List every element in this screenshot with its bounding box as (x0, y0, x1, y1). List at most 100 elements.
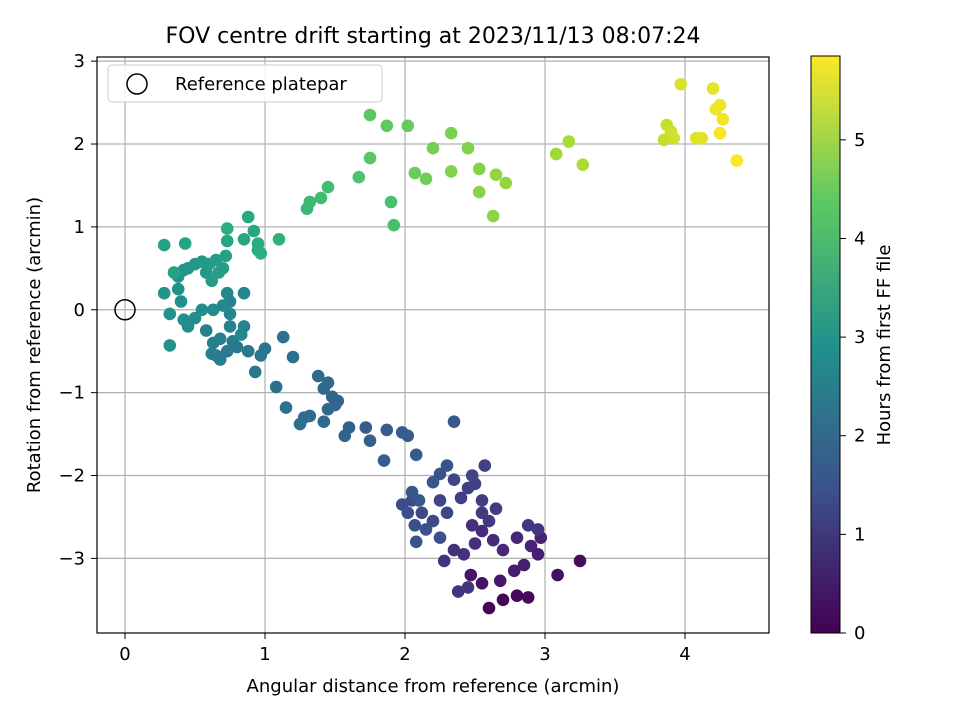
data-point-108 (157, 286, 171, 300)
data-point-54 (409, 448, 423, 462)
data-point-99 (206, 303, 220, 317)
data-point-11 (531, 548, 545, 561)
data-point-143 (401, 119, 415, 133)
chart-title: FOV centre drift starting at 2023/11/13 … (166, 24, 701, 49)
data-point-169 (713, 126, 727, 140)
data-point-3 (521, 591, 535, 604)
data-point-80 (248, 365, 262, 379)
data-point-106 (163, 307, 177, 321)
data-point-10 (517, 558, 531, 572)
data-point-4 (573, 554, 587, 568)
colorbar-tick-label-0: 0 (854, 623, 865, 644)
data-point-158 (657, 133, 671, 147)
data-point-31 (454, 491, 468, 505)
data-point-161 (667, 131, 681, 145)
data-point-100 (195, 303, 209, 317)
data-point-74 (279, 401, 293, 414)
data-point-134 (303, 195, 317, 209)
y-tick-label-0: −3 (58, 548, 85, 569)
data-point-132 (272, 233, 286, 246)
data-point-16 (486, 533, 500, 547)
data-point-17 (475, 524, 489, 538)
data-point-96 (237, 286, 251, 300)
data-point-1 (496, 593, 510, 607)
data-point-89 (199, 324, 213, 337)
data-point-84 (220, 344, 234, 358)
plot-frame (96, 56, 770, 634)
x-tick-label-4: 4 (679, 644, 690, 665)
data-point-6 (475, 577, 489, 590)
data-point-67 (317, 415, 331, 429)
data-point-152 (486, 209, 500, 223)
data-point-139 (352, 170, 366, 184)
scatter-points (157, 78, 744, 615)
legend-box (107, 64, 383, 103)
data-point-53 (447, 415, 461, 429)
data-point-144 (408, 166, 422, 180)
y-tick-label-6: 3 (74, 51, 85, 72)
x-tick-label-3: 3 (539, 644, 550, 665)
data-point-7 (464, 568, 478, 582)
data-point-130 (220, 222, 234, 235)
data-point-38 (440, 506, 454, 520)
data-point-83 (226, 335, 240, 348)
data-point-58 (377, 454, 391, 467)
data-point-153 (489, 168, 503, 181)
data-point-122 (157, 238, 171, 252)
data-point-49 (433, 467, 447, 481)
data-point-120 (219, 249, 233, 263)
y-tick-label-3: 0 (74, 300, 85, 321)
data-point-39 (426, 514, 440, 528)
data-point-151 (472, 185, 486, 199)
data-point-155 (549, 147, 563, 161)
data-point-44 (408, 519, 422, 532)
data-point-47 (409, 535, 423, 549)
data-point-135 (314, 191, 328, 205)
data-point-18 (465, 519, 479, 532)
data-point-5 (551, 568, 564, 582)
data-point-123 (178, 237, 192, 250)
data-point-75 (269, 380, 283, 394)
data-point-8 (493, 574, 507, 588)
colorbar (810, 55, 841, 634)
data-point-73 (293, 417, 307, 431)
data-point-2 (510, 589, 524, 602)
data-point-164 (695, 131, 709, 145)
data-point-148 (461, 141, 475, 155)
data-point-101 (188, 311, 202, 325)
data-point-87 (205, 347, 219, 361)
data-point-126 (247, 224, 261, 238)
data-point-157 (576, 158, 590, 171)
data-point-56 (395, 426, 409, 439)
y-tick-label-2: −1 (58, 383, 85, 404)
data-point-150 (472, 162, 486, 176)
data-point-26 (531, 523, 545, 536)
data-point-116 (209, 253, 223, 267)
data-point-52 (405, 485, 419, 499)
data-point-141 (363, 108, 377, 122)
data-point-48 (440, 459, 454, 472)
data-point-40 (415, 506, 429, 520)
data-point-35 (465, 469, 479, 482)
data-point-23 (451, 585, 465, 598)
data-point-43 (401, 506, 415, 520)
data-point-37 (433, 494, 447, 507)
y-axis-ticks: −3 −2 −1 0 1 2 3 (58, 51, 97, 569)
data-point-57 (380, 423, 394, 437)
colorbar-tick-label-3: 3 (854, 327, 865, 348)
data-point-138 (384, 195, 398, 209)
data-point-30 (475, 494, 489, 507)
data-point-46 (433, 531, 447, 544)
data-point-36 (447, 473, 461, 487)
data-point-119 (216, 262, 230, 275)
data-point-15 (496, 543, 510, 557)
data-point-142 (380, 119, 394, 133)
data-point-170 (730, 154, 744, 167)
colorbar-tick-label-5: 5 (854, 130, 865, 151)
data-point-25 (521, 519, 535, 532)
colorbar-tick-label-1: 1 (854, 524, 865, 545)
data-point-9 (507, 564, 521, 578)
data-point-29 (489, 502, 503, 515)
data-point-28 (475, 506, 489, 520)
